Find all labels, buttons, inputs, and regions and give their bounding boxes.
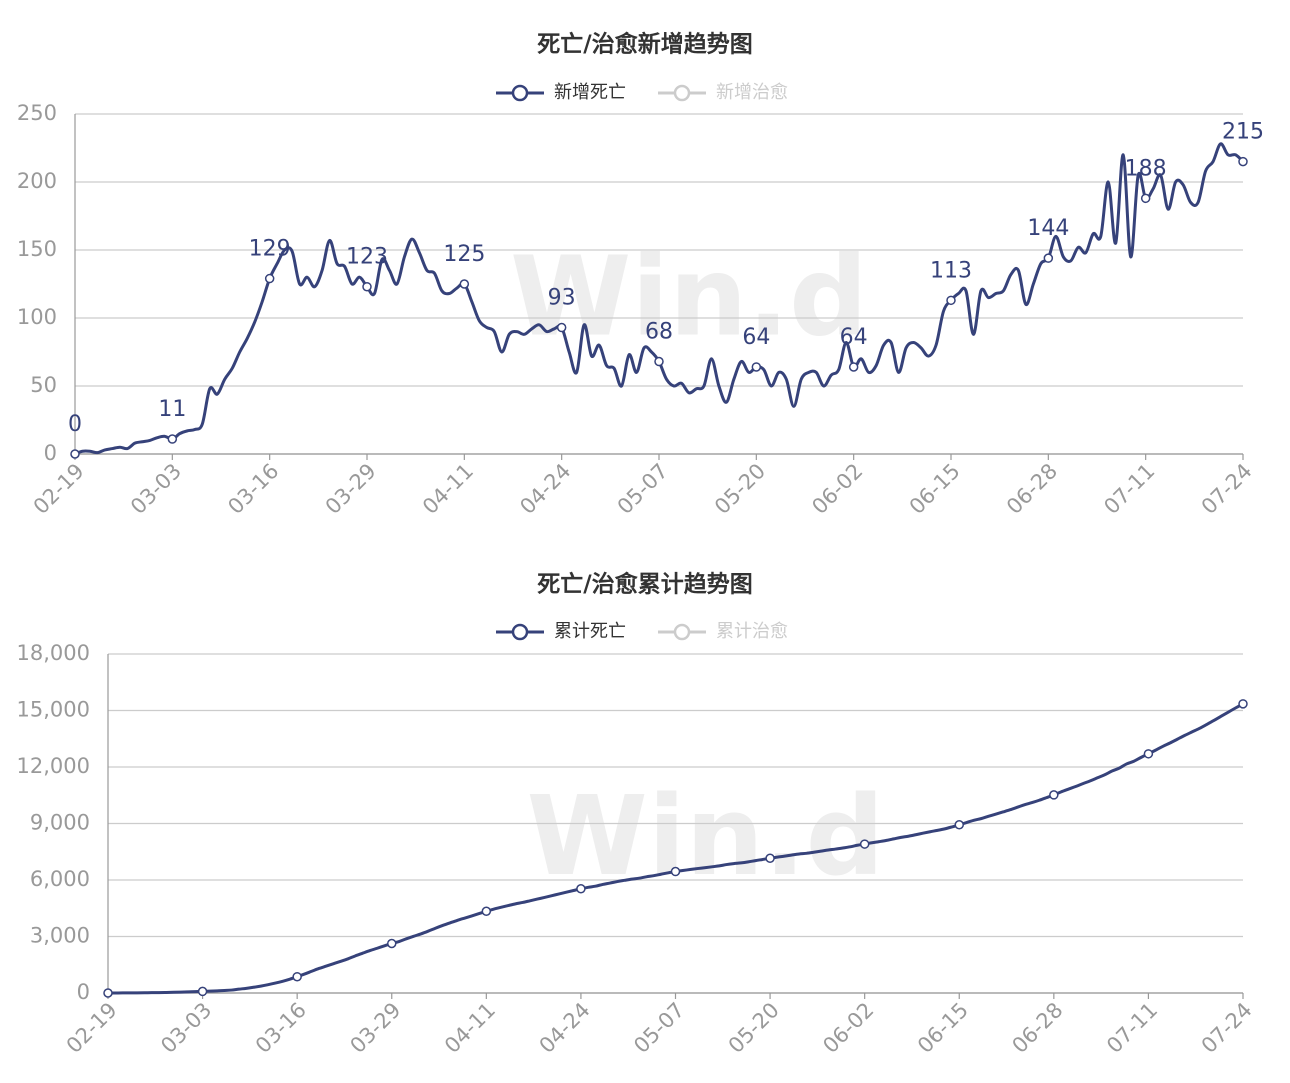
data-label: 215 bbox=[1222, 120, 1264, 145]
legend-label: 累计死亡 bbox=[554, 621, 626, 642]
data-label: 11 bbox=[158, 397, 186, 422]
x-tick-label: 06-28 bbox=[1007, 998, 1067, 1058]
y-tick-label: 200 bbox=[17, 169, 57, 193]
legend-icon bbox=[511, 84, 529, 102]
point-marker bbox=[481, 906, 492, 917]
x-tick-label: 03-16 bbox=[251, 998, 311, 1058]
point-marker bbox=[1140, 193, 1151, 204]
x-tick-label: 03-03 bbox=[156, 998, 216, 1058]
legend-label: 新增死亡 bbox=[554, 82, 626, 103]
point-marker bbox=[264, 273, 275, 284]
x-tick-label: 05-07 bbox=[613, 459, 673, 519]
x-tick-label: 03-03 bbox=[126, 459, 186, 519]
point-marker bbox=[654, 356, 664, 367]
data-label: 123 bbox=[346, 245, 388, 270]
point-marker bbox=[103, 988, 113, 998]
point-marker bbox=[1043, 253, 1054, 263]
x-tick-label: 07-24 bbox=[1197, 998, 1257, 1058]
point-marker bbox=[576, 883, 586, 894]
point-marker bbox=[1238, 699, 1248, 709]
y-tick-label: 0 bbox=[77, 980, 90, 1004]
x-tick-label: 03-29 bbox=[321, 459, 381, 519]
data-label: 93 bbox=[548, 286, 576, 311]
watermark: Win.d bbox=[510, 232, 868, 360]
chart-title: 死亡/治愈累计趋势图 bbox=[537, 571, 752, 598]
legend-icon bbox=[511, 623, 529, 641]
point-marker bbox=[362, 281, 372, 292]
point-marker bbox=[459, 279, 470, 289]
data-label: 64 bbox=[840, 325, 868, 350]
y-tick-label: 6,000 bbox=[30, 867, 90, 891]
y-tick-label: 9,000 bbox=[30, 811, 90, 835]
point-marker bbox=[167, 434, 178, 444]
point-marker bbox=[197, 986, 208, 997]
x-tick-label: 06-28 bbox=[1002, 459, 1062, 519]
point-marker bbox=[292, 971, 302, 982]
point-marker bbox=[946, 295, 956, 306]
x-tick-label: 04-24 bbox=[535, 998, 595, 1058]
point-marker bbox=[556, 322, 567, 333]
x-tick-label: 06-15 bbox=[913, 998, 973, 1058]
data-label: 68 bbox=[645, 320, 673, 345]
y-tick-label: 150 bbox=[17, 237, 57, 261]
point-marker bbox=[1143, 749, 1154, 759]
data-label: 113 bbox=[930, 258, 972, 283]
point-marker bbox=[954, 820, 964, 830]
y-tick-label: 50 bbox=[30, 373, 57, 397]
x-tick-label: 03-16 bbox=[223, 459, 283, 519]
point-marker bbox=[387, 938, 397, 949]
x-tick-label: 06-15 bbox=[905, 459, 965, 519]
watermark: Win.d bbox=[527, 772, 885, 900]
x-tick-label: 04-24 bbox=[515, 459, 575, 519]
y-tick-label: 12,000 bbox=[17, 754, 90, 778]
chart-title: 死亡/治愈新增趋势图 bbox=[537, 31, 752, 58]
legend-label: 累计治愈 bbox=[716, 621, 788, 642]
point-marker bbox=[1049, 790, 1059, 800]
x-tick-label: 03-29 bbox=[345, 998, 405, 1058]
point-marker bbox=[848, 362, 859, 372]
point-marker bbox=[670, 866, 681, 877]
data-label: 129 bbox=[249, 237, 291, 262]
legend-icon bbox=[673, 84, 691, 102]
x-tick-label: 02-19 bbox=[62, 998, 122, 1058]
x-tick-label: 07-24 bbox=[1197, 459, 1257, 519]
x-tick-label: 07-11 bbox=[1099, 459, 1159, 519]
y-tick-label: 3,000 bbox=[30, 924, 90, 948]
point-marker bbox=[859, 839, 870, 849]
legend-icon bbox=[673, 623, 691, 641]
x-tick-label: 05-20 bbox=[724, 998, 784, 1058]
x-tick-label: 04-11 bbox=[440, 998, 500, 1058]
point-marker bbox=[765, 853, 775, 863]
data-label: 0 bbox=[68, 412, 82, 437]
x-tick-label: 06-02 bbox=[807, 459, 867, 519]
x-tick-label: 06-02 bbox=[818, 998, 878, 1058]
point-marker bbox=[751, 362, 762, 372]
y-tick-label: 15,000 bbox=[17, 698, 90, 722]
x-tick-label: 04-11 bbox=[418, 459, 478, 519]
data-label: 64 bbox=[742, 325, 770, 350]
legend-label: 新增治愈 bbox=[716, 82, 788, 103]
x-tick-label: 05-07 bbox=[629, 998, 689, 1058]
data-label: 125 bbox=[443, 242, 485, 267]
y-tick-label: 18,000 bbox=[17, 641, 90, 665]
point-marker bbox=[1238, 156, 1248, 167]
y-tick-label: 0 bbox=[44, 441, 57, 465]
data-label: 188 bbox=[1125, 156, 1167, 181]
point-marker bbox=[70, 449, 80, 459]
y-tick-label: 100 bbox=[17, 305, 57, 329]
x-tick-label: 07-11 bbox=[1102, 998, 1162, 1058]
x-tick-label: 02-19 bbox=[29, 459, 89, 519]
x-tick-label: 05-20 bbox=[710, 459, 770, 519]
data-label: 144 bbox=[1027, 216, 1069, 241]
y-tick-label: 250 bbox=[17, 101, 57, 125]
